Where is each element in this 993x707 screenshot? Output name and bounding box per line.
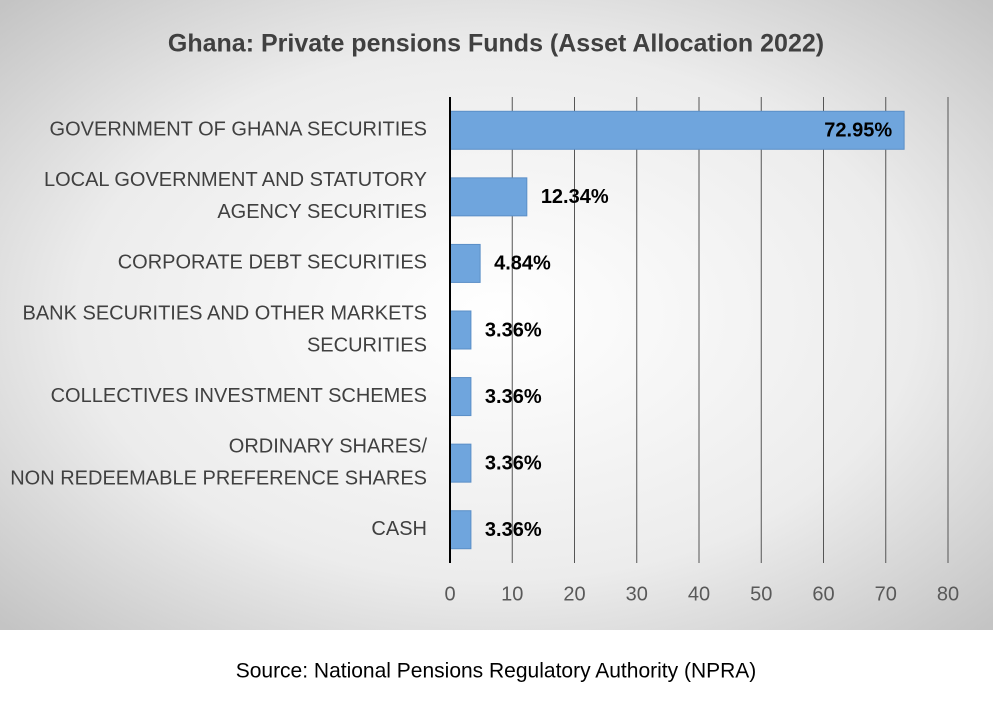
bar [449,177,528,217]
source-note: Source: National Pensions Regulatory Aut… [236,660,757,683]
x-tick-label: 50 [750,583,772,605]
y-tick-label: ORDINARY SHARES/ [229,435,428,457]
x-tick-label: 40 [688,583,710,605]
chart-background [0,0,993,630]
x-tick-label: 80 [937,583,959,605]
value-label: 4.84% [494,253,551,275]
y-tick-label: GOVERNMENT OF GHANA SECURITIES [50,119,427,141]
bar [449,443,472,483]
bar [449,377,472,417]
y-tick-label: CASH [371,518,427,540]
chart-title: Ghana: Private pensions Funds (Asset All… [168,30,824,58]
y-tick-label: CORPORATE DEBT SECURITIES [118,252,427,274]
x-tick-label: 70 [875,583,897,605]
x-tick-label: 20 [563,583,585,605]
x-tick-label: 0 [444,583,455,605]
x-tick-label: 10 [501,583,523,605]
value-label: 3.36% [485,452,542,474]
value-label: 72.95% [824,120,892,142]
value-label: 3.36% [485,319,542,341]
x-tick-label: 60 [812,583,834,605]
value-label: 12.34% [541,186,609,208]
bar [449,110,905,150]
x-tick-label: 30 [626,583,648,605]
y-tick-label: LOCAL GOVERNMENT AND STATUTORY [44,169,427,191]
bar [449,243,481,283]
y-tick-label: COLLECTIVES INVESTMENT SCHEMES [51,385,427,407]
value-label: 3.36% [485,519,542,541]
y-tick-label: AGENCY SECURITIES [217,201,427,223]
y-tick-label: BANK SECURITIES AND OTHER MARKETS [22,302,427,324]
bar [449,310,472,350]
bar [449,510,472,550]
value-label: 3.36% [485,386,542,408]
y-tick-label: NON REDEEMABLE PREFERENCE SHARES [10,467,427,489]
y-tick-label: SECURITIES [307,334,427,356]
